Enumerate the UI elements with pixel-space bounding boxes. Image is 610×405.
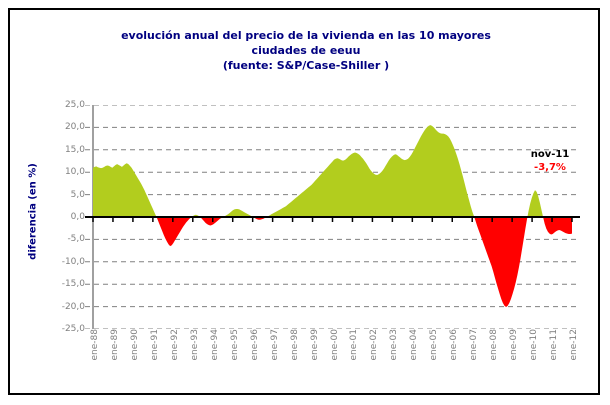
- chart-title-line-3: (fuente: S&P/Case-Shiller ): [222, 59, 390, 72]
- x-tick-label: ene-08: [489, 329, 500, 361]
- x-tick-label: ene-99: [309, 329, 320, 361]
- chart-frame: evolución anual del precio de la viviend…: [8, 8, 600, 395]
- annotation-date: nov-11: [530, 149, 570, 160]
- x-tick-label: ene-05: [429, 329, 440, 361]
- y-tick-label: -25,0: [61, 324, 85, 334]
- x-tick-label: ene-11: [549, 329, 560, 361]
- x-tick-label: ene-95: [229, 329, 240, 361]
- x-tick-label: ene-92: [169, 329, 180, 361]
- y-tick-label: -15,0: [61, 279, 85, 290]
- x-tick-label: ene-07: [469, 329, 480, 361]
- last-value-annotation: nov-11 -3,7%: [510, 148, 590, 174]
- y-tick-label: 20,0: [64, 122, 85, 133]
- chart-title-line-2: ciudades de eeuu: [251, 44, 361, 57]
- y-tick-label: 5,0: [70, 189, 85, 200]
- x-tick-label: ene-09: [509, 329, 520, 361]
- x-tick-label: ene-97: [269, 329, 280, 361]
- y-tick-label: 0,0: [70, 212, 85, 222]
- x-tick-label: ene-88: [90, 329, 100, 361]
- y-tick-label: 15,0: [64, 144, 85, 155]
- y-axis-tick-labels: 25,0 20,0 15,0 10,0 5,0 0,0 -5,0 -10,0 -15,0 -20,…: [37, 100, 85, 334]
- x-tick-label: ene-00: [329, 329, 340, 361]
- plot-area: [85, 105, 580, 329]
- annotation-value: -3,7%: [534, 162, 566, 173]
- x-tick-label: ene-06: [449, 329, 460, 361]
- x-tick-label: ene-98: [289, 329, 300, 361]
- y-tick-label: -5,0: [67, 234, 85, 245]
- x-tick-label: ene-02: [369, 329, 380, 361]
- x-tick-label: ene-10: [529, 329, 540, 361]
- chart-svg: [85, 105, 580, 329]
- x-tick-label: ene-89: [109, 329, 120, 361]
- x-tick-label: ene-94: [209, 329, 220, 361]
- x-tick-label: ene-90: [129, 329, 140, 361]
- chart-title: evolución anual del precio de la viviend…: [10, 28, 602, 73]
- x-tick-label: ene-03: [389, 329, 400, 361]
- y-tick-label: -20,0: [61, 301, 85, 312]
- y-tick-label: 10,0: [64, 167, 85, 178]
- chart-title-line-1: evolución anual del precio de la viviend…: [121, 29, 491, 42]
- x-tick-label: ene-01: [349, 329, 360, 361]
- x-tick-label: ene-91: [149, 329, 160, 361]
- x-axis-tick-labels: ene-88 ene-89 ene-90 ene-91 ene-92 ene-93 ene-…: [85, 329, 580, 389]
- y-tick-label: 25,0: [64, 100, 85, 110]
- x-tick-label: ene-12: [569, 329, 579, 361]
- x-tick-label: ene-93: [189, 329, 200, 361]
- x-tick-label: ene-04: [409, 329, 420, 361]
- x-tick-label: ene-96: [249, 329, 260, 361]
- y-tick-label: -10,0: [61, 256, 85, 267]
